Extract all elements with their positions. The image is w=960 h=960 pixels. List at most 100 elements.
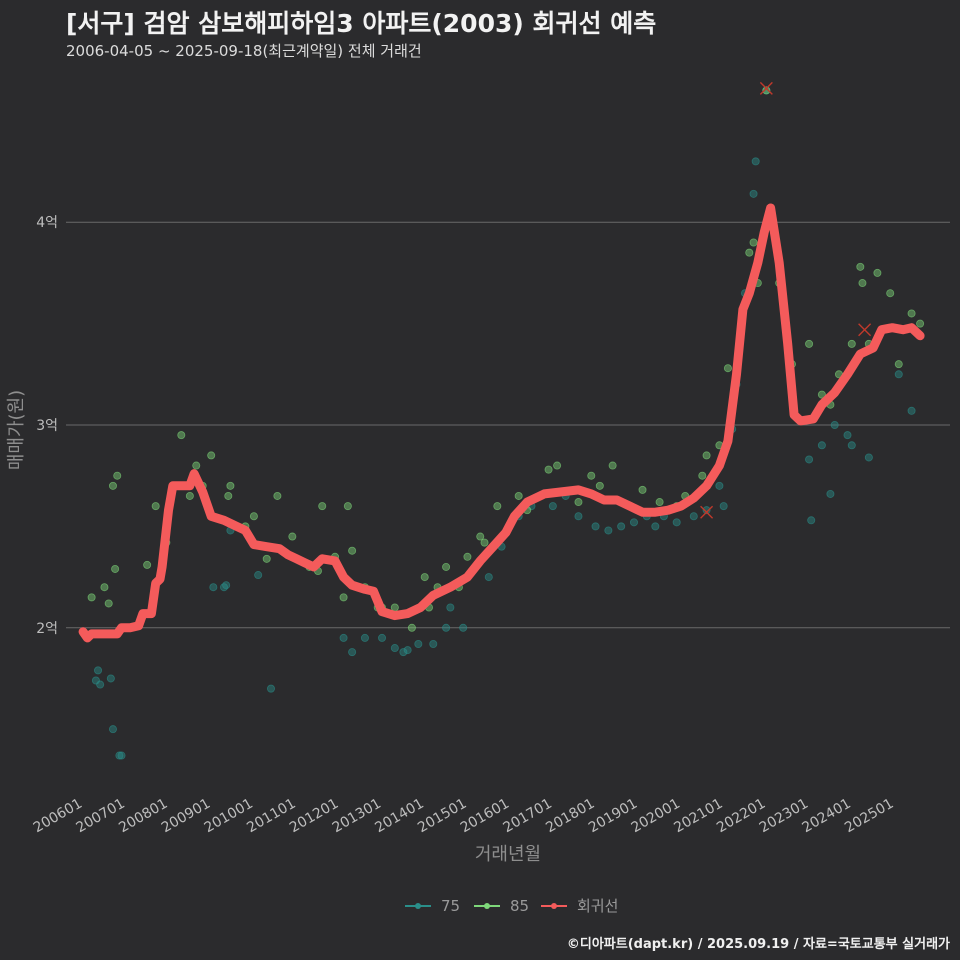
chart-subtitle: 2006-04-05 ~ 2025-09-18(최근계약일) 전체 거래건 (66, 42, 422, 60)
scatter-point (843, 431, 852, 440)
scatter-point (106, 674, 115, 683)
scatter-point (826, 489, 835, 498)
scatter-point (476, 532, 485, 541)
scatter-point (108, 481, 117, 490)
scatter-point (104, 599, 113, 608)
scatter-point (702, 451, 711, 460)
scatter-point (226, 481, 235, 490)
scatter-point (749, 189, 758, 198)
scatter-point (91, 676, 100, 685)
scatter-point (403, 646, 412, 655)
scatter-point (151, 502, 160, 511)
scatter-point (689, 512, 698, 521)
scatter-point (544, 465, 553, 474)
x-tick-label: 202501 (842, 796, 896, 837)
scatter-point (608, 461, 617, 470)
scatter-point (254, 571, 263, 580)
grid-lines (66, 221, 950, 629)
scatter-point (702, 506, 711, 515)
scatter-point (115, 751, 124, 760)
legend-label: 회귀선 (577, 897, 618, 915)
scatter-point (553, 461, 562, 470)
scatter-point (574, 498, 583, 507)
scatter-point (617, 522, 626, 531)
legend-swatch-dot (551, 903, 557, 909)
scatter-point (407, 623, 416, 632)
scatter-point (907, 309, 916, 318)
scatter-point (484, 573, 493, 582)
scatter-point (111, 564, 120, 573)
scatter-point (87, 593, 96, 602)
scatter-point (442, 562, 451, 571)
scatter-point (224, 491, 233, 500)
scatter-point (348, 546, 357, 555)
scatter-point (745, 248, 754, 257)
outlier-x-mark (858, 323, 872, 337)
scatter-point (339, 633, 348, 642)
scatter-point (288, 532, 297, 541)
scatter-point (96, 680, 105, 689)
scatter-point (805, 339, 814, 348)
scatter-point (591, 522, 600, 531)
scatter-point (493, 502, 502, 511)
scatter-point (698, 471, 707, 480)
scatter-point (715, 481, 724, 490)
scatter-point (318, 502, 327, 511)
scatter-point (762, 86, 771, 95)
scatter-point (805, 455, 814, 464)
legend: 75 85 회귀선 (405, 897, 618, 915)
scatter-point (817, 441, 826, 450)
scatter-point (864, 453, 873, 462)
scatter-point (185, 491, 194, 500)
scatter-point (463, 552, 472, 561)
scatter-point (414, 640, 423, 649)
scatter-point (249, 512, 258, 521)
scatter-point (339, 593, 348, 602)
scatter-point (604, 526, 613, 535)
y-tick-label: 4억 (36, 215, 58, 231)
scatter-point (629, 518, 638, 527)
legend-label: 85 (510, 897, 529, 915)
scatter-point (873, 268, 882, 277)
scatter-point (420, 573, 429, 582)
scatter-point (514, 491, 523, 500)
scatter-point (595, 481, 604, 490)
scatter-point (655, 498, 664, 507)
scatter-point (143, 560, 152, 569)
scatter-point (651, 522, 660, 531)
series-75-points (91, 86, 916, 760)
scatter-point (273, 491, 282, 500)
regression-line (78, 203, 925, 643)
scatter-point (894, 360, 903, 369)
scatter-point (360, 633, 369, 642)
scatter-point (548, 502, 557, 511)
y-axis-label: 매매가(원) (6, 390, 27, 470)
legend-label: 75 (441, 897, 460, 915)
scatter-point (94, 666, 103, 675)
scatter-point (856, 262, 865, 271)
scatter-point (749, 238, 758, 247)
scatter-point (390, 603, 399, 612)
y-tick-label: 3억 (36, 418, 58, 434)
scatter-point (587, 471, 596, 480)
legend-swatch-dot (415, 903, 421, 909)
scatter-point (209, 583, 218, 592)
y-axis-ticks: 2억 3억 4억 (36, 215, 58, 637)
scatter-point (723, 364, 732, 373)
scatter-point (807, 516, 816, 525)
scatter-point (266, 684, 275, 693)
scatter-point (638, 485, 647, 494)
scatter-point (719, 502, 728, 511)
scatter-point (886, 289, 895, 298)
scatter-point (574, 512, 583, 521)
scatter-point (108, 725, 117, 734)
x-axis-label: 거래년월 (475, 844, 541, 865)
scatter-point (399, 648, 408, 657)
scatter-point (222, 581, 231, 590)
scatter-point (672, 518, 681, 527)
scatter-point (907, 406, 916, 415)
credit-line: ©디아파트(dapt.kr) / 2025.09.19 / 자료=국토교통부 실… (566, 937, 950, 952)
y-tick-label: 2억 (36, 621, 58, 637)
scatter-point (117, 751, 126, 760)
